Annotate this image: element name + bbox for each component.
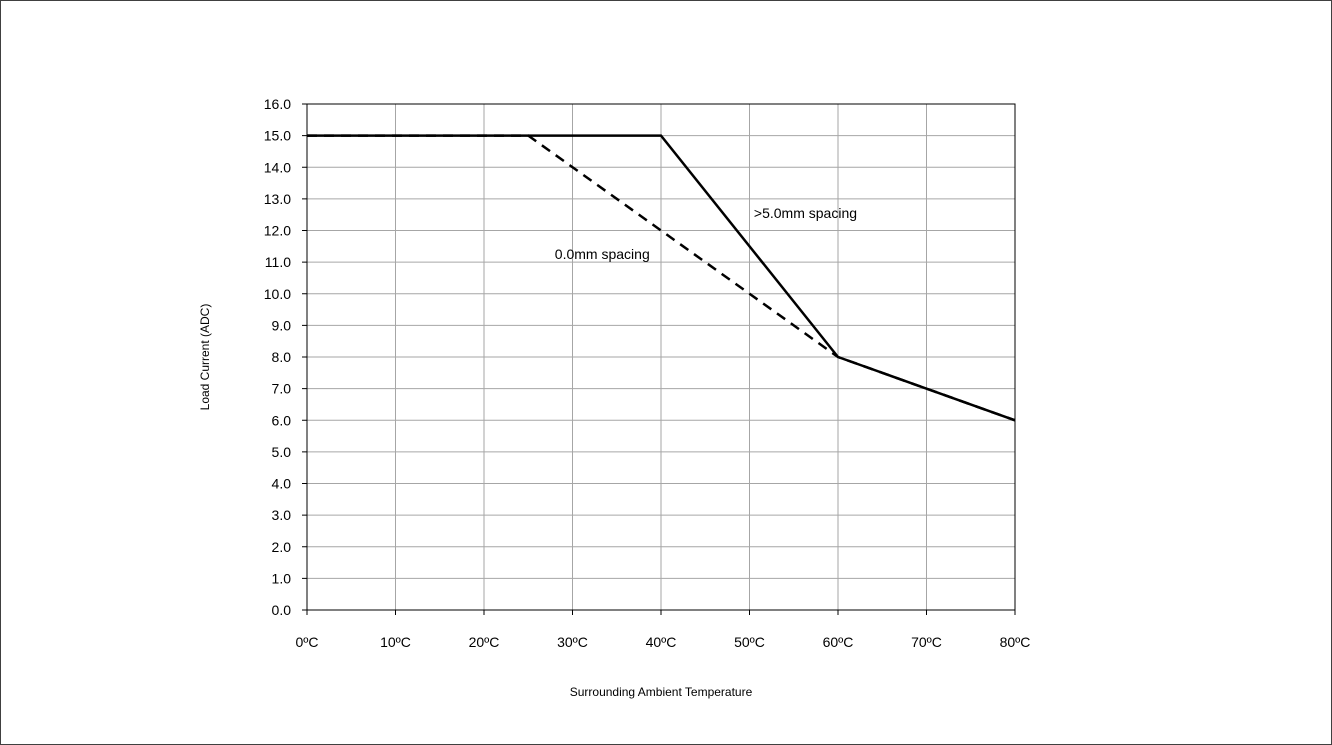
y-tick-label: 11.0 <box>265 254 291 270</box>
y-tick-label: 6.0 <box>272 412 292 428</box>
y-tick-label: 0.0 <box>272 602 292 618</box>
x-tick-label: 40ºC <box>646 634 677 650</box>
x-axis-title: Surrounding Ambient Temperature <box>570 685 753 699</box>
y-tick-label: 13.0 <box>264 191 291 207</box>
y-tick-label: 10.0 <box>264 286 291 302</box>
grid <box>306 103 1016 611</box>
x-tick-label: 0ºC <box>295 634 318 650</box>
y-tick-label: 8.0 <box>272 349 292 365</box>
y-tick-label: 14.0 <box>264 159 291 175</box>
y-tick-label: 12.0 <box>264 223 291 239</box>
y-tick-label: 2.0 <box>272 539 292 555</box>
series-line-dashed <box>307 134 1016 422</box>
x-tick-label: 50ºC <box>734 634 765 650</box>
annotation-label: 0.0mm spacing <box>555 246 650 262</box>
x-tick-label: 20ºC <box>469 634 500 650</box>
x-tick-label: 30ºC <box>557 634 588 650</box>
series-group <box>307 134 1016 422</box>
y-tick-label: 1.0 <box>272 570 292 586</box>
annotation-label: >5.0mm spacing <box>754 205 857 221</box>
x-tick-label: 70ºC <box>911 634 942 650</box>
y-tick-label: 4.0 <box>272 476 292 492</box>
y-tick-label: 15.0 <box>264 128 291 144</box>
y-tick-label: 3.0 <box>272 507 292 523</box>
x-tick-label: 60ºC <box>823 634 854 650</box>
y-axis-title: Load Current (ADC) <box>198 304 212 411</box>
y-tick-label: 7.0 <box>272 381 292 397</box>
plot-border <box>306 103 1016 611</box>
labels: 0.0 1.0 2.0 3.0 4.0 5.0 6.0 7.0 8.0 9.0 10.0 11.0 12… <box>264 96 1031 650</box>
x-tick-label: 80ºC <box>1000 634 1031 650</box>
x-tick-label: 10ºC <box>380 634 411 650</box>
y-tick-label: 5.0 <box>272 444 292 460</box>
y-tick-label: 16.0 <box>264 96 291 112</box>
y-tick-label: 9.0 <box>272 317 292 333</box>
axes <box>302 103 1016 615</box>
